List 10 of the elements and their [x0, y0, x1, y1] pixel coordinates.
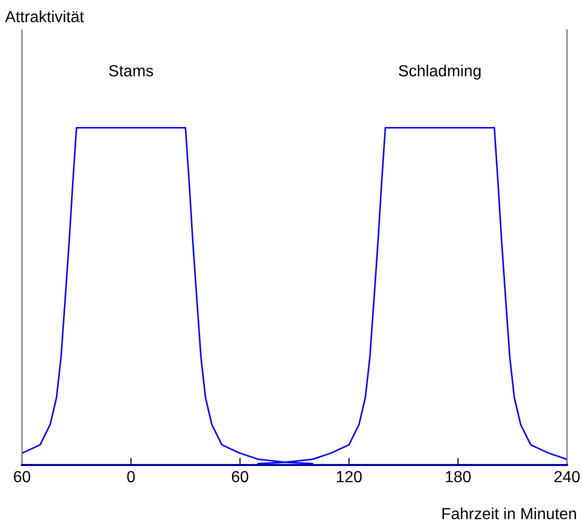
- x-axis-title: Fahrzeit in Minuten: [442, 508, 576, 520]
- text: Schladming: [398, 64, 481, 80]
- x-tick-label: 60: [232, 470, 248, 482]
- x-tick-label: 120: [336, 470, 362, 482]
- text: Stams: [109, 65, 154, 76]
- text: Attraktivität: [5, 10, 84, 22]
- x-tick-label: 0: [127, 470, 135, 482]
- x-tick-label: 240: [554, 470, 580, 482]
- x-tick-label: 180: [446, 470, 471, 482]
- x-tick-label: 60: [14, 470, 30, 482]
